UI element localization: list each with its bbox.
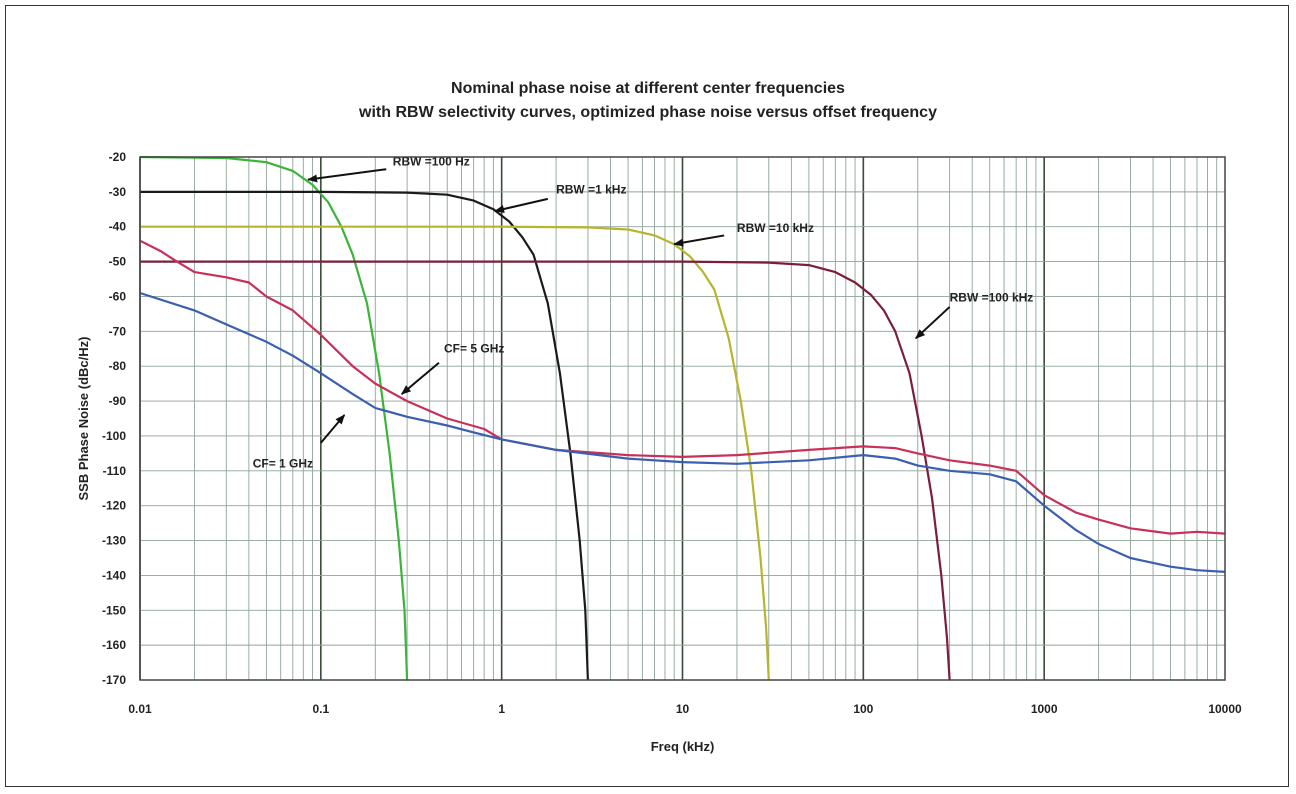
x-tick-label: 0.01 [128, 702, 152, 716]
y-tick-label: -140 [102, 568, 126, 582]
annotation-arrow-cf-5ghz [400, 361, 440, 395]
annotation-label-rbw-100khz: RBW =100 kHz [950, 291, 1034, 305]
annotations: RBW =100 Hz RBW =1 kHz RBW =10 kHz RBW =100… [253, 155, 1034, 471]
series-line-rbw-1khz [140, 190, 589, 681]
y-tick-label: -80 [109, 359, 127, 373]
y-tick-labels: -20 -30 -40 -50 -60 -70 -80 -90 -100 -110 -120 -130… [102, 150, 126, 687]
x-tick-label: 100 [853, 702, 873, 716]
plot-border [139, 156, 1226, 681]
annotation-label-cf-5ghz: CF= 5 GHz [444, 341, 504, 355]
y-tick-label: -30 [109, 185, 127, 199]
x-tick-label: 10000 [1208, 702, 1242, 716]
annotation-label-rbw-10khz: RBW =10 kHz [737, 221, 814, 235]
y-tick-label: -170 [102, 673, 126, 687]
chart-title-line1: Nominal phase noise at different center … [451, 80, 845, 97]
series-line-cf-1ghz [139, 291, 1226, 573]
y-tick-label: -90 [109, 394, 127, 408]
y-tick-label: -100 [102, 429, 126, 443]
annotation-label-rbw-100hz: RBW =100 Hz [393, 155, 470, 169]
y-tick-label: -160 [102, 638, 126, 652]
annotation-arrow-rbw-100khz [915, 306, 951, 340]
series-line-cf-5ghz [139, 239, 1226, 535]
annotation-arrow-rbw-100hz [307, 168, 387, 183]
x-tick-label: 10 [676, 702, 690, 716]
y-tick-label: -70 [109, 324, 127, 338]
annotation-arrow-rbw-1khz [494, 197, 549, 213]
annotation-label-rbw-1khz: RBW =1 kHz [556, 183, 626, 197]
y-tick-label: -130 [102, 534, 126, 548]
y-tick-label: -120 [102, 499, 126, 513]
y-axis-label: SSB Phase Noise (dBc/Hz) [76, 337, 91, 501]
series-lines [139, 155, 1226, 681]
series-line-rbw-100khz [140, 260, 951, 681]
chart-title-line2: with RBW selectivity curves, optimized p… [359, 104, 937, 121]
y-tick-label: -150 [102, 603, 126, 617]
x-tick-label: 0.1 [312, 702, 329, 716]
figure-frame [5, 5, 1289, 787]
annotation-label-cf-1ghz: CF= 1 GHz [253, 456, 313, 470]
x-axis-label: Freq (kHz) [651, 739, 715, 754]
y-tick-label: -20 [109, 150, 127, 164]
annotation-arrow-cf-1ghz [320, 414, 346, 444]
y-tick-label: -110 [103, 464, 127, 478]
grid [139, 156, 1225, 681]
x-tick-labels: 0.01 0.1 1 10 100 1000 10000 [128, 702, 1242, 716]
y-tick-label: -50 [109, 255, 127, 269]
y-tick-label: -60 [109, 289, 127, 303]
annotation-arrow-rbw-10khz [673, 234, 725, 247]
x-tick-label: 1 [498, 702, 505, 716]
y-tick-label: -40 [109, 220, 127, 234]
series-line-rbw-10khz [140, 225, 770, 681]
x-tick-label: 1000 [1031, 702, 1058, 716]
series-line-rbw-100hz [139, 155, 409, 681]
